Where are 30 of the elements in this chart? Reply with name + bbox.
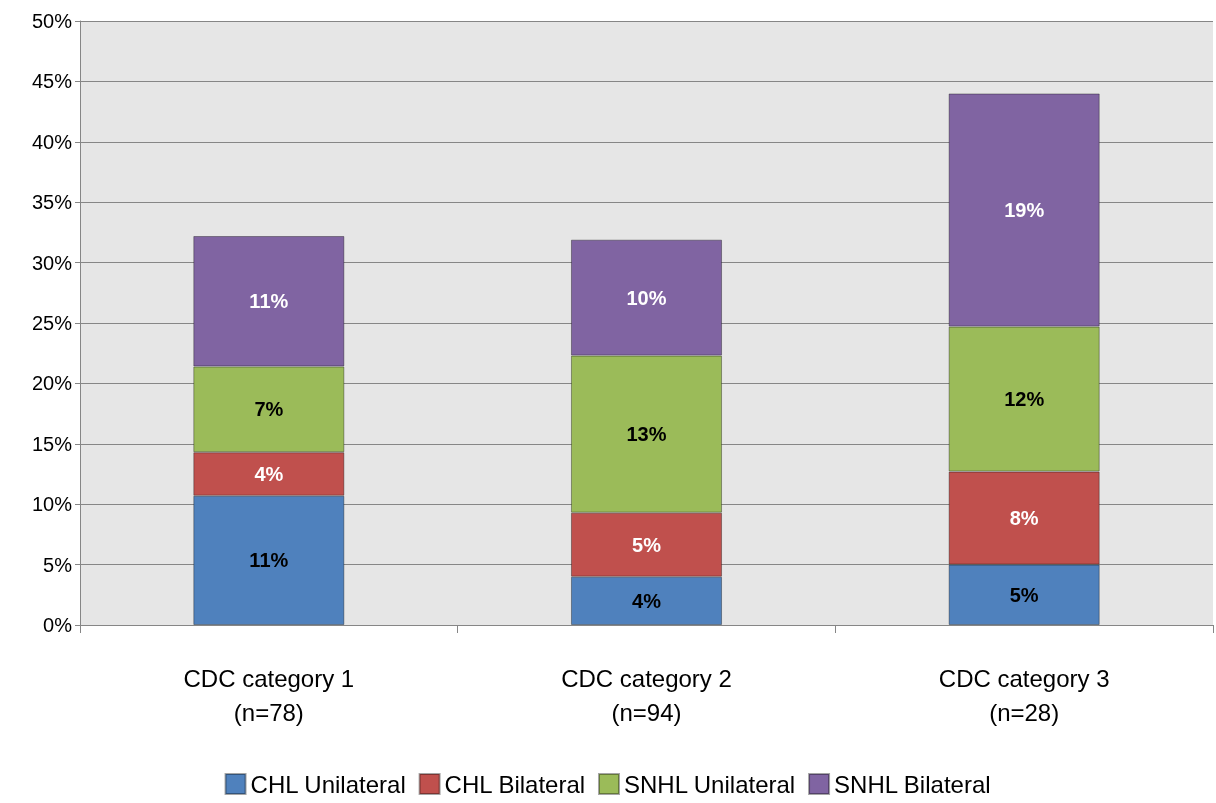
y-tick-label: 50% [31, 10, 73, 32]
y-tick-label: 15% [31, 432, 73, 455]
y-tick-label: 35% [31, 191, 73, 214]
y-tick-label: 0% [43, 614, 73, 636]
data-label: 19% [1004, 199, 1045, 222]
data-label: 8% [1009, 507, 1039, 530]
data-label: 10% [626, 286, 667, 309]
legend-label: SNHL Unilateral [623, 770, 796, 798]
data-label: 11% [249, 290, 289, 313]
y-tick-label: 40% [31, 130, 73, 153]
x-tick-label: CDC category 3 (n=28) [938, 664, 1110, 726]
data-label: 5% [632, 533, 662, 556]
data-label: 4% [254, 463, 284, 485]
data-label: 12% [1004, 388, 1045, 411]
legend-label: CHL Bilateral [444, 770, 586, 798]
y-tick-label: 30% [31, 251, 73, 274]
y-tick-label: 45% [31, 70, 73, 93]
y-tick-label: 25% [31, 312, 73, 334]
data-label: 4% [632, 589, 662, 612]
data-label: 11% [249, 549, 289, 572]
x-tick-label: CDC category 2 (n=94) [561, 664, 732, 726]
legend-label: SNHL Bilateral [834, 770, 991, 798]
x-tick-label: CDC category 1 (n=78) [183, 664, 355, 726]
data-label: 13% [626, 423, 667, 446]
data-label: 7% [254, 398, 284, 421]
y-tick-label: 5% [43, 553, 73, 576]
y-tick-label: 10% [31, 493, 73, 516]
y-tick-label: 20% [31, 372, 73, 395]
legend-label: CHL Unilateral [250, 770, 406, 798]
data-label: 5% [1009, 583, 1039, 606]
